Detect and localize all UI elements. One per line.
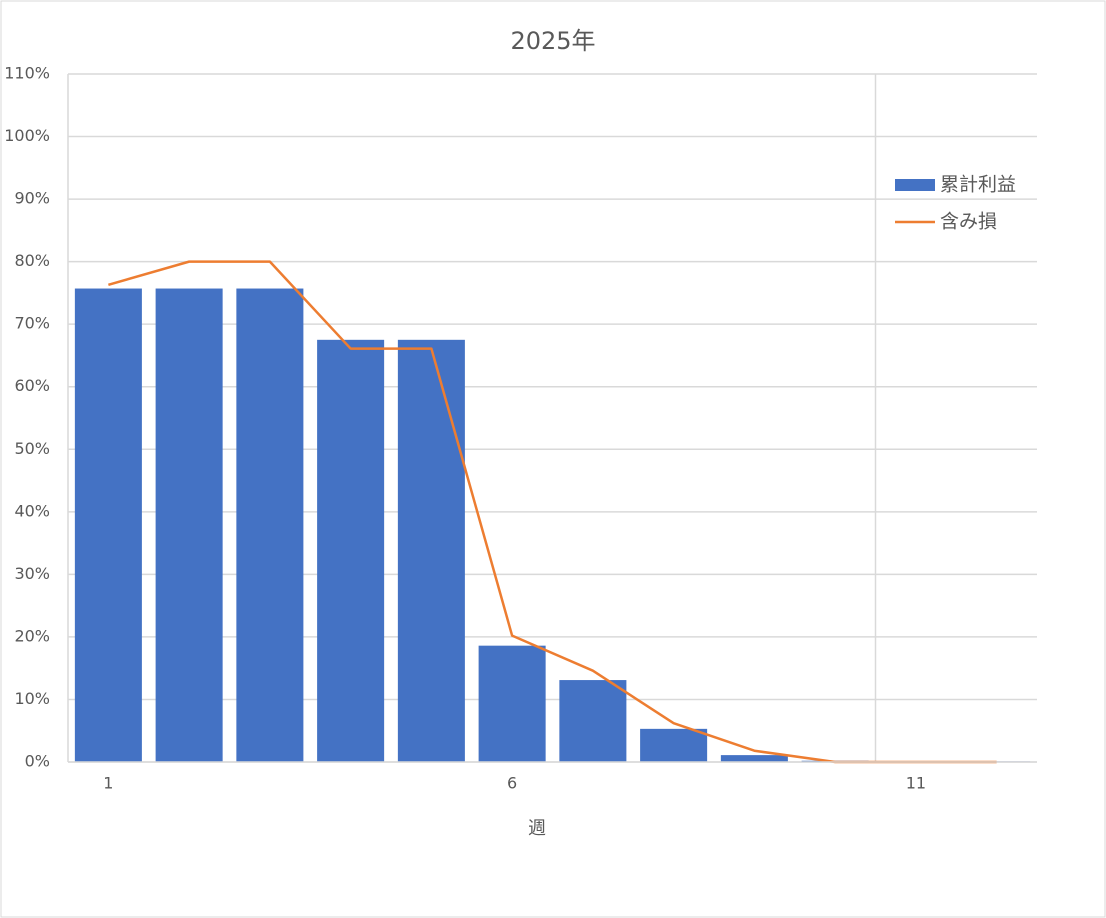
x-tick-label: 6 [507,774,517,793]
y-tick-label: 30% [14,564,50,583]
chart-title: 2025年 [510,27,595,55]
y-tick-label: 0% [25,752,50,771]
legend-label: 含み損 [940,211,997,233]
y-tick-label: 10% [14,689,50,708]
y-tick-label: 110% [4,64,50,83]
y-tick-label: 70% [14,314,50,333]
y-tick-label: 50% [14,439,50,458]
y-tick-label: 20% [14,626,50,645]
x-axis-title: 週 [528,818,546,839]
bar [155,288,223,762]
bar [559,680,627,762]
legend-swatch [895,179,935,191]
y-tick-label: 60% [14,376,50,395]
y-tick-label: 40% [14,501,50,520]
bar [317,339,385,762]
x-tick-label: 1 [103,774,113,793]
x-tick-label: 11 [906,774,926,793]
bar [397,339,465,762]
y-tick-label: 80% [14,251,50,270]
bar [478,645,546,762]
y-tick-label: 90% [14,189,50,208]
bar [236,288,304,762]
y-tick-label: 100% [4,126,50,145]
bar [74,288,142,762]
legend-label: 累計利益 [940,174,1016,196]
bar [640,728,708,762]
bar [720,755,788,762]
